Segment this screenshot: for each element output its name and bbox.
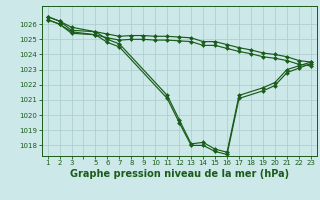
X-axis label: Graphe pression niveau de la mer (hPa): Graphe pression niveau de la mer (hPa)	[70, 169, 289, 179]
